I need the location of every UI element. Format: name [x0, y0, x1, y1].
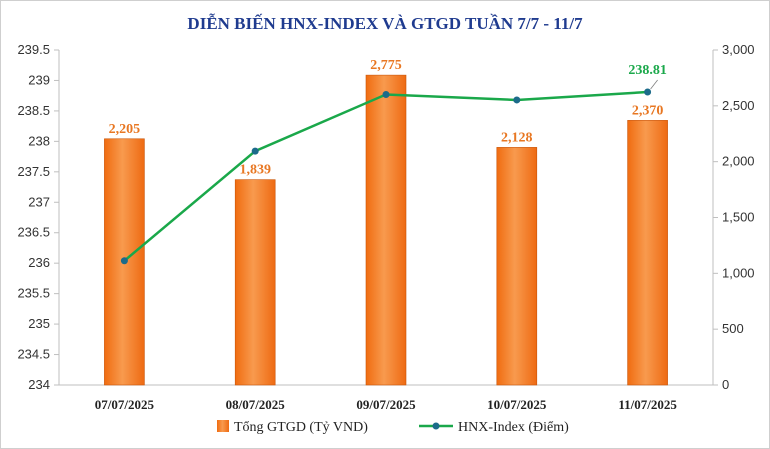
chart-title: DIỄN BIẾN HNX-INDEX VÀ GTGD TUẦN 7/7 - 1…	[187, 14, 583, 33]
line-point	[513, 96, 521, 104]
bar-data-label: 2,775	[370, 58, 402, 73]
left-tick-label: 239	[28, 72, 50, 87]
x-tick-label: 10/07/2025	[487, 397, 547, 412]
bar-data-label: 2,128	[501, 130, 533, 145]
left-tick-label: 235	[28, 316, 50, 331]
right-tick-label: 1,500	[722, 210, 755, 225]
bar	[627, 120, 668, 386]
data-labels: 2,205 1,839 2,775 2,128 2,370 238.81	[109, 58, 667, 178]
left-tick-label: 237	[28, 194, 50, 209]
line-data-label: 238.81	[628, 63, 667, 78]
line-point	[251, 147, 259, 155]
x-tick-label: 08/07/2025	[226, 397, 286, 412]
x-tick-label: 07/07/2025	[95, 397, 155, 412]
right-tick-label: 2,000	[722, 154, 755, 169]
left-tick-label: 236.5	[17, 225, 50, 240]
legend-bar-swatch	[217, 420, 229, 432]
left-tick-label: 234.5	[17, 347, 50, 362]
left-tick-label: 237.5	[17, 164, 50, 179]
right-tick-label: 2,500	[722, 98, 755, 113]
x-tick-label: 11/07/2025	[618, 397, 677, 412]
line-point	[382, 90, 390, 98]
bar	[234, 179, 276, 386]
line-series	[120, 88, 652, 265]
left-tick-label: 235.5	[17, 286, 50, 301]
left-tick-label: 234	[28, 377, 50, 392]
right-tick-label: 1,000	[722, 265, 755, 280]
bar-data-label: 2,205	[109, 122, 141, 137]
label-leader-line	[650, 79, 658, 90]
x-tick-label: 09/07/2025	[356, 397, 416, 412]
legend-bar-label: Tổng GTGD (Tỷ VND)	[234, 420, 368, 435]
line-point	[120, 257, 128, 265]
right-tick-label: 500	[722, 321, 744, 336]
left-tick-label: 239.5	[17, 42, 50, 57]
line-point	[644, 88, 652, 96]
legend-line-label: HNX-Index (Điểm)	[458, 420, 569, 435]
bar	[365, 74, 407, 386]
right-tick-label: 3,000	[722, 42, 755, 57]
legend-line-marker	[432, 422, 440, 430]
bar-data-label: 2,370	[632, 103, 664, 118]
axes: 234 234.5 235 235.5 236 236.5 237 237.5 238 238.5…	[17, 42, 754, 412]
legend: Tổng GTGD (Tỷ VND) HNX-Index (Điểm)	[217, 420, 569, 435]
left-tick-label: 236	[28, 255, 50, 270]
bar-data-label: 1,839	[239, 163, 271, 178]
left-tick-label: 238	[28, 133, 50, 148]
right-tick-label: 0	[722, 377, 729, 392]
bar-series	[104, 74, 668, 386]
bar	[496, 147, 538, 386]
left-tick-label: 238.5	[17, 103, 50, 118]
